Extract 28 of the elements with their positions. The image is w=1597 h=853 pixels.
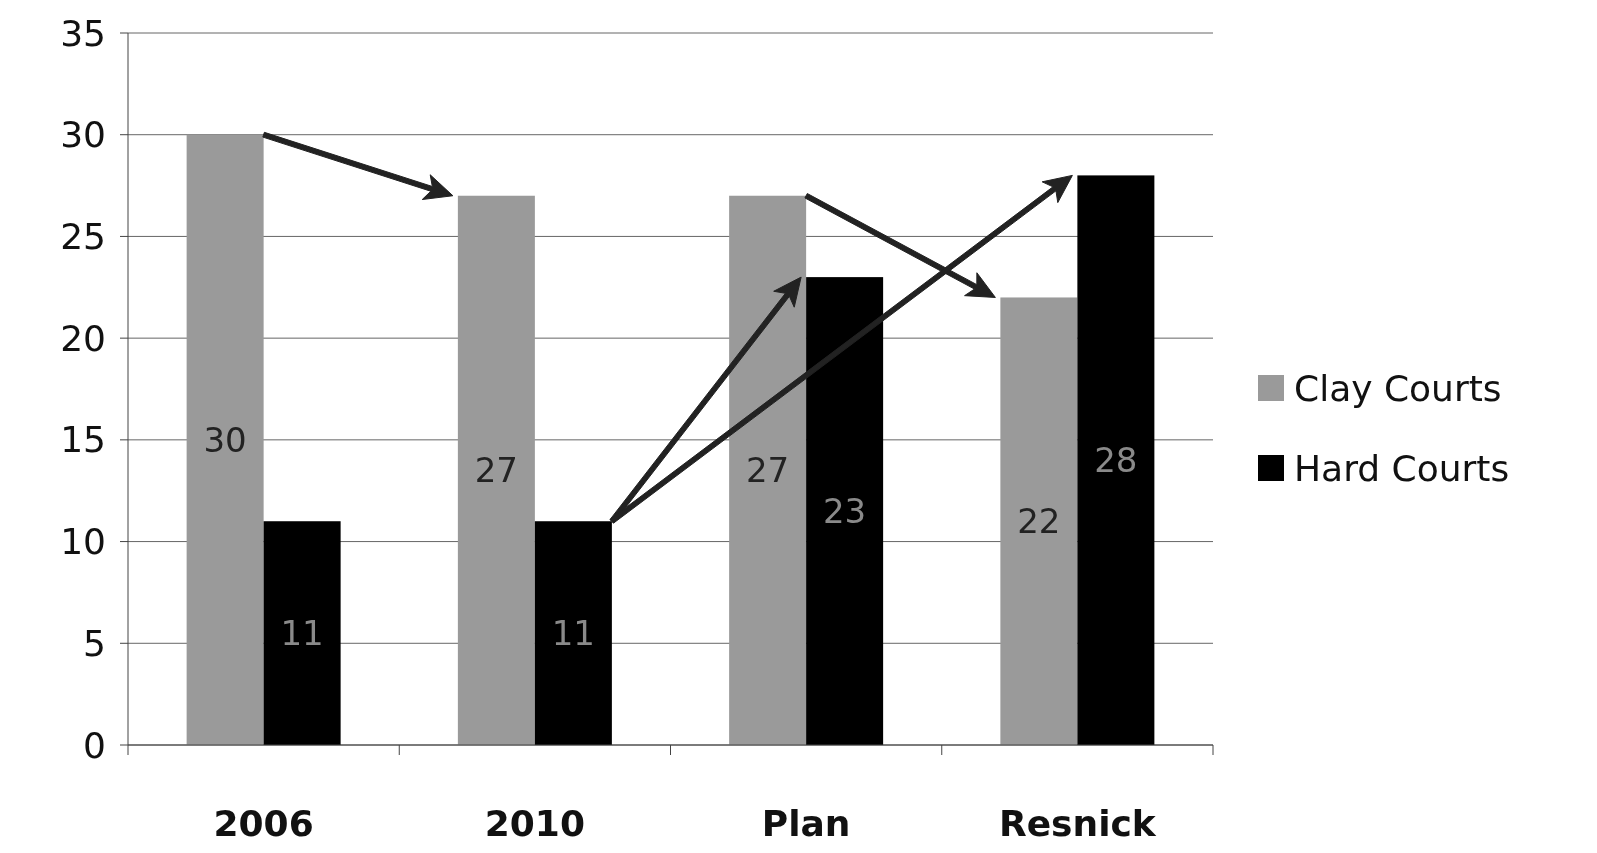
y-tick-label: 30 [60,114,106,156]
data-label: 22 [1017,501,1061,542]
data-label: 27 [474,450,519,491]
bar [186,134,264,745]
y-tick-label: 5 [83,622,106,664]
bar [1000,297,1078,745]
data-label: 11 [280,613,324,654]
y-tick-label: 15 [60,419,106,461]
data-label: 11 [551,613,596,654]
bar [534,521,612,745]
bar [457,195,535,745]
y-tick-label: 25 [60,216,106,258]
x-tick-label: 2006 [213,803,314,844]
bar [263,521,341,745]
y-tick-label: 0 [83,724,106,766]
legend-label: Clay Courts [1294,367,1502,409]
y-tick-label: 10 [60,521,106,563]
y-tick-label: 20 [60,317,106,359]
data-label: 30 [203,419,247,460]
y-tick-label: 35 [60,12,106,54]
data-label: 27 [745,450,790,491]
data-label: 28 [1094,440,1138,481]
data-label: 23 [822,490,867,531]
x-tick-label: Resnick [998,803,1157,844]
x-tick-label: Plan [761,803,851,844]
bar [1077,175,1155,745]
legend-label: Hard Courts [1294,447,1510,489]
x-tick-label: 2010 [484,803,585,844]
